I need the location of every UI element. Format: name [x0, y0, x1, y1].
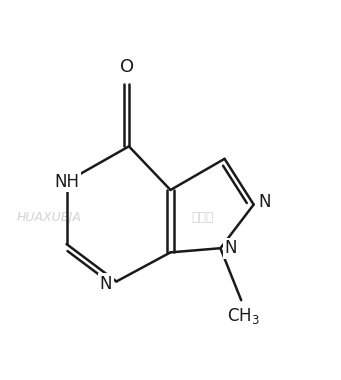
Text: N: N [100, 275, 112, 293]
Text: 化学加: 化学加 [191, 211, 214, 223]
Text: NH: NH [54, 173, 79, 191]
Text: O: O [120, 59, 134, 76]
Text: CH$_3$: CH$_3$ [227, 306, 260, 326]
Text: N: N [259, 193, 271, 212]
Text: N: N [225, 239, 237, 257]
Text: HUAXUEJA: HUAXUEJA [17, 211, 81, 223]
